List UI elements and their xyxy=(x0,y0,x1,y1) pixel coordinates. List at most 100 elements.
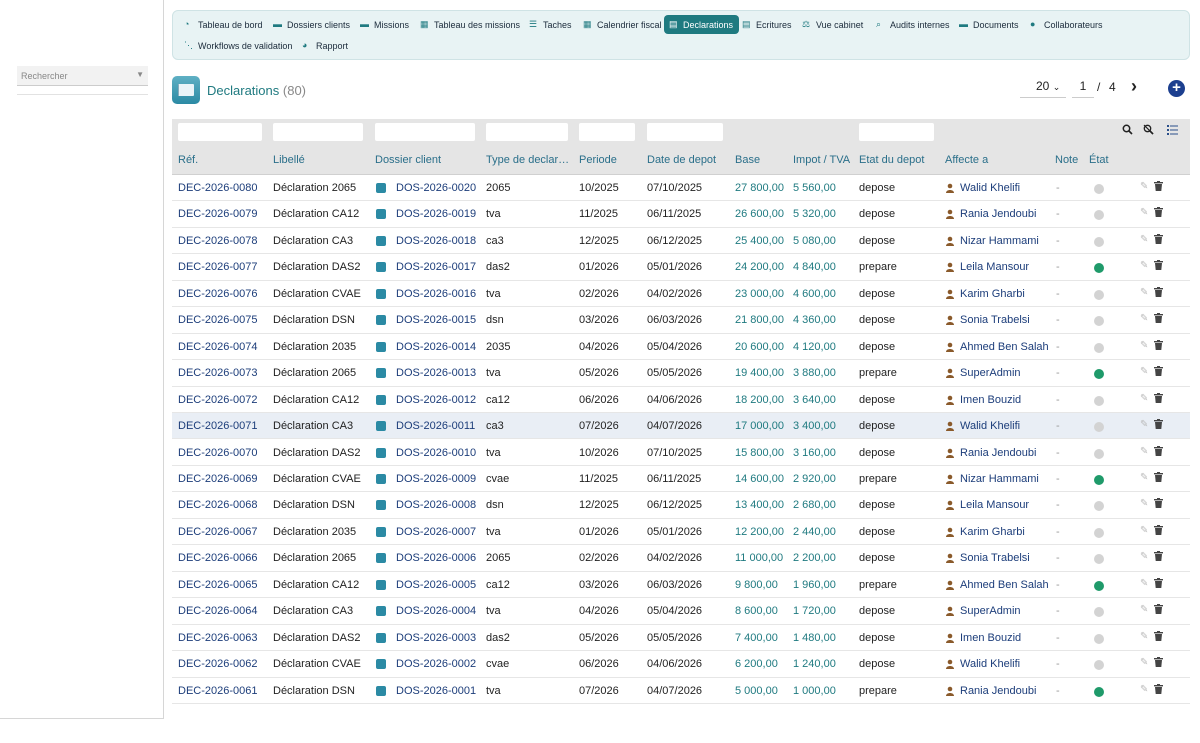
menu-item-workflows-de-validation[interactable]: ⋱ Workflows de validation xyxy=(179,36,298,55)
dossier-link[interactable]: DOS-2026-0020 xyxy=(396,182,477,194)
ref-link[interactable]: DEC-2026-0074 xyxy=(178,340,258,353)
menu-item-tableau-de-bord[interactable]: ◔ Tableau de bord xyxy=(179,15,269,34)
table-row[interactable]: DEC-2026-0068 Déclaration DSN DOS-2026-000… xyxy=(172,492,1190,519)
edit-icon[interactable]: ✎ xyxy=(1140,419,1149,431)
edit-icon[interactable]: ✎ xyxy=(1140,313,1149,325)
trash-icon[interactable] xyxy=(1154,366,1163,379)
assignee-link[interactable]: Nizar Hammami xyxy=(960,472,1039,485)
column-header[interactable]: Periode xyxy=(579,154,617,166)
trash-icon[interactable] xyxy=(1154,419,1163,432)
ref-link[interactable]: DEC-2026-0076 xyxy=(178,287,258,300)
trash-icon[interactable] xyxy=(1154,207,1163,220)
assignee-link[interactable]: Leila Mansour xyxy=(960,261,1030,274)
trash-icon[interactable] xyxy=(1154,577,1163,591)
column-header[interactable]: Note xyxy=(1055,154,1079,166)
edit-icon[interactable]: ✎ xyxy=(1140,181,1149,192)
trash-icon[interactable] xyxy=(1154,286,1163,300)
trash-icon[interactable] xyxy=(1154,471,1163,485)
next-page-button[interactable]: › xyxy=(1131,76,1137,96)
edit-icon[interactable]: ✎ xyxy=(1140,630,1149,642)
filter-type-input[interactable] xyxy=(486,123,568,141)
assignee-link[interactable]: Walid Khelifi xyxy=(960,658,1021,671)
filter-ref-input[interactable] xyxy=(178,123,262,141)
column-header[interactable]: Réf. xyxy=(178,154,199,166)
menu-item-calendrier-fiscal[interactable]: ▦ Calendrier fiscal xyxy=(578,15,668,34)
column-header[interactable]: Etat du depot xyxy=(859,154,925,166)
assignee-link[interactable]: Rania Jendoubi xyxy=(960,446,1037,459)
dossier-link[interactable]: DOS-2026-0004 xyxy=(396,605,477,618)
assignee-link[interactable]: SuperAdmin xyxy=(960,605,1021,618)
trash-icon[interactable] xyxy=(1154,339,1163,353)
edit-icon[interactable]: ✎ xyxy=(1140,498,1149,510)
menu-item-dossiers-clients[interactable]: ▬ Dossiers clients xyxy=(268,15,356,34)
table-row[interactable]: DEC-2026-0066 Déclaration 2065 DOS-2026-00… xyxy=(172,545,1190,572)
trash-icon[interactable] xyxy=(1154,604,1163,617)
edit-icon[interactable]: ✎ xyxy=(1140,577,1149,589)
edit-icon[interactable]: ✎ xyxy=(1140,207,1149,219)
menu-item-audits-internes[interactable]: ⌕ Audits internes xyxy=(871,15,956,34)
dossier-link[interactable]: DOS-2026-0009 xyxy=(396,472,477,485)
dossier-link[interactable]: DOS-2026-0001 xyxy=(396,684,477,697)
filter-etat-input[interactable] xyxy=(859,123,934,141)
edit-icon[interactable]: ✎ xyxy=(1140,604,1149,616)
table-row[interactable]: DEC-2026-0065 Déclaration CA12 DOS-2026-00… xyxy=(172,572,1190,599)
trash-icon[interactable] xyxy=(1154,551,1163,564)
ref-link[interactable]: DEC-2026-0071 xyxy=(178,420,258,433)
column-header[interactable]: Libellé xyxy=(273,154,305,166)
trash-icon[interactable] xyxy=(1154,392,1163,406)
trash-icon[interactable] xyxy=(1154,313,1163,326)
column-header[interactable]: Dossier client xyxy=(375,154,442,166)
dossier-link[interactable]: DOS-2026-0019 xyxy=(396,208,477,221)
column-header[interactable]: Affecte a xyxy=(945,154,989,166)
dossier-link[interactable]: DOS-2026-0006 xyxy=(396,552,477,565)
menu-item-missions[interactable]: ▬ Missions xyxy=(355,15,415,34)
ref-link[interactable]: DEC-2026-0070 xyxy=(178,446,258,459)
page-number-input[interactable]: 1 xyxy=(1072,79,1094,98)
assignee-link[interactable]: Walid Khelifi xyxy=(960,182,1021,194)
assignee-link[interactable]: Sonia Trabelsi xyxy=(960,314,1030,327)
table-row[interactable]: DEC-2026-0073 Déclaration 2065 DOS-2026-00… xyxy=(172,360,1190,387)
ref-link[interactable]: DEC-2026-0067 xyxy=(178,525,258,538)
search-select[interactable]: Rechercher ▼ xyxy=(17,66,148,86)
ref-link[interactable]: DEC-2026-0080 xyxy=(178,182,258,194)
dossier-link[interactable]: DOS-2026-0005 xyxy=(396,578,477,591)
trash-icon[interactable] xyxy=(1154,657,1163,670)
assignee-link[interactable]: Imen Bouzid xyxy=(960,393,1022,406)
dossier-link[interactable]: DOS-2026-0007 xyxy=(396,525,477,538)
menu-item-declarations[interactable]: ▤ Declarations xyxy=(664,15,740,34)
column-header[interactable]: Date de depot xyxy=(647,154,717,166)
edit-icon[interactable]: ✎ xyxy=(1140,392,1149,404)
column-list-icon[interactable] xyxy=(1167,124,1178,138)
edit-icon[interactable]: ✎ xyxy=(1140,551,1149,563)
table-row[interactable]: DEC-2026-0075 Déclaration DSN DOS-2026-001… xyxy=(172,307,1190,334)
ref-link[interactable]: DEC-2026-0063 xyxy=(178,631,258,644)
menu-item-rapport[interactable]: ◕ Rapport xyxy=(297,36,354,55)
dossier-link[interactable]: DOS-2026-0014 xyxy=(396,340,477,353)
ref-link[interactable]: DEC-2026-0078 xyxy=(178,234,258,247)
dossier-link[interactable]: DOS-2026-0015 xyxy=(396,314,477,327)
table-row[interactable]: DEC-2026-0067 Déclaration 2035 DOS-2026-00… xyxy=(172,519,1190,546)
table-row[interactable]: DEC-2026-0064 Déclaration CA3 DOS-2026-000… xyxy=(172,598,1190,625)
assignee-link[interactable]: Ahmed Ben Salah xyxy=(960,578,1049,591)
edit-icon[interactable]: ✎ xyxy=(1140,339,1149,351)
ref-link[interactable]: DEC-2026-0066 xyxy=(178,552,258,565)
column-header[interactable]: Impot / TVA xyxy=(793,154,851,166)
edit-icon[interactable]: ✎ xyxy=(1140,286,1149,298)
ref-link[interactable]: DEC-2026-0062 xyxy=(178,658,258,671)
edit-icon[interactable]: ✎ xyxy=(1140,445,1149,457)
dossier-link[interactable]: DOS-2026-0016 xyxy=(396,287,477,300)
ref-link[interactable]: DEC-2026-0069 xyxy=(178,472,258,485)
trash-icon[interactable] xyxy=(1154,260,1163,273)
menu-item-documents[interactable]: ▬ Documents xyxy=(954,15,1025,34)
assignee-link[interactable]: Ahmed Ben Salah xyxy=(960,340,1049,353)
assignee-link[interactable]: SuperAdmin xyxy=(960,367,1021,380)
table-row[interactable]: DEC-2026-0071 Déclaration CA3 DOS-2026-001… xyxy=(172,413,1190,440)
trash-icon[interactable] xyxy=(1154,683,1163,697)
menu-item-ecritures[interactable]: ▤ Ecritures xyxy=(737,15,798,34)
assignee-link[interactable]: Rania Jendoubi xyxy=(960,208,1037,221)
table-row[interactable]: DEC-2026-0062 Déclaration CVAE DOS-2026-00… xyxy=(172,651,1190,678)
assignee-link[interactable]: Karim Gharbi xyxy=(960,525,1025,538)
assignee-link[interactable]: Imen Bouzid xyxy=(960,631,1022,644)
menu-item-collaborateurs[interactable]: ● Collaborateurs xyxy=(1025,15,1109,34)
edit-icon[interactable]: ✎ xyxy=(1140,260,1149,272)
